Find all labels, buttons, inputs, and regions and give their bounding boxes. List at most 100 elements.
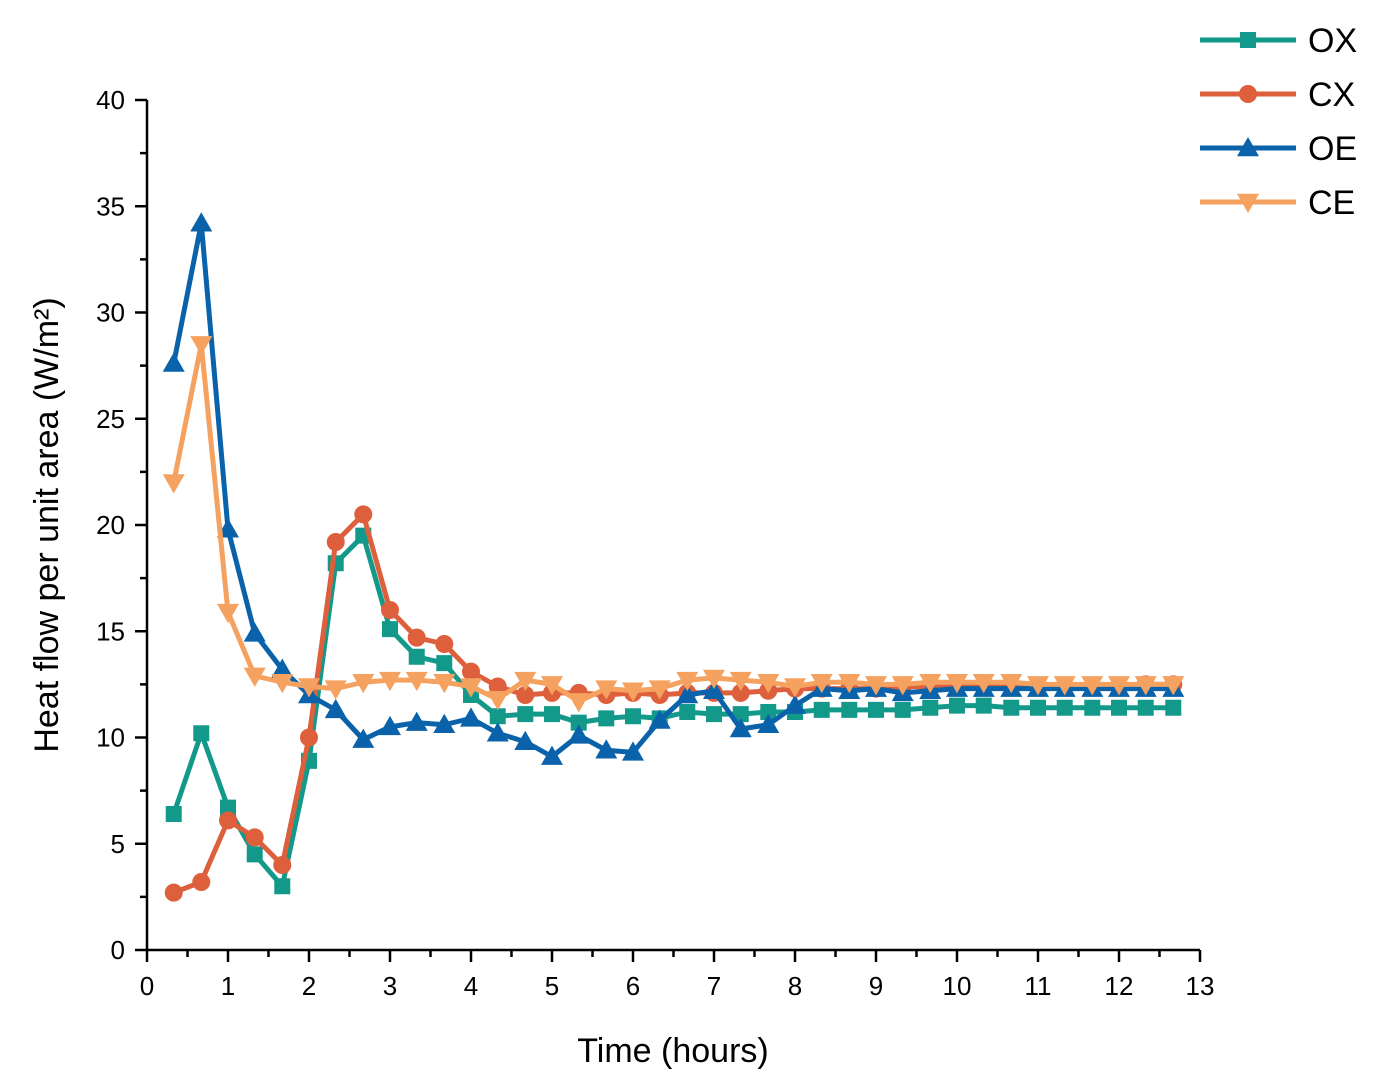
- y-tick-label: 15: [96, 616, 125, 646]
- series-ox-point: [1030, 699, 1046, 716]
- series-ce-point: [784, 678, 806, 698]
- legend-label: CX: [1308, 76, 1355, 114]
- series-cx-point: [300, 728, 318, 747]
- series-ce-point: [1027, 676, 1049, 696]
- series-ce-point: [1162, 676, 1185, 696]
- series-ox-point: [894, 701, 911, 718]
- series-ce-point: [838, 674, 861, 694]
- series-ce-point: [757, 674, 780, 694]
- series-ox-point: [813, 701, 830, 718]
- series-ox-point: [570, 714, 587, 731]
- y-tick-label: 20: [96, 510, 125, 540]
- series-ox-point: [949, 697, 965, 714]
- series-ce-point: [1053, 676, 1076, 696]
- series-ce-point: [298, 678, 320, 698]
- legend-label: CE: [1308, 184, 1355, 222]
- series-cx-point: [381, 601, 399, 619]
- series-ox-point: [706, 706, 722, 723]
- x-tick-label: 12: [1105, 971, 1134, 1001]
- series-cx-point: [273, 856, 292, 874]
- legend-entry-ox: OX: [1200, 22, 1357, 60]
- series-ce-point: [162, 474, 185, 494]
- series-ce-point: [972, 674, 995, 694]
- series-ce-point: [648, 680, 671, 700]
- series-oe-point: [703, 679, 725, 699]
- y-tick-label: 25: [96, 404, 125, 434]
- series-ce-point: [243, 667, 266, 687]
- series-ox-point: [1137, 699, 1154, 716]
- series-oe-point: [324, 698, 347, 719]
- x-tick-label: 2: [302, 971, 316, 1001]
- y-tick-label: 10: [96, 723, 125, 753]
- series-ox-point: [841, 701, 858, 718]
- series-ox-point: [193, 725, 210, 742]
- series-ce-point: [891, 676, 914, 696]
- series-ce-point: [1134, 676, 1157, 696]
- x-tick-label: 5: [545, 971, 559, 1001]
- series-ox-point: [1003, 699, 1020, 716]
- series-cx-point: [407, 628, 426, 647]
- series-cx-point: [326, 533, 345, 551]
- series-layer: [162, 212, 1185, 902]
- series-ce-point: [729, 671, 752, 692]
- series-ce-point: [567, 693, 590, 713]
- series-ox-point: [732, 706, 749, 723]
- series-ce-point: [810, 674, 833, 694]
- legend-label: OE: [1308, 130, 1357, 168]
- series-oe-point: [486, 722, 509, 742]
- series-cx-point: [462, 662, 480, 681]
- series-ox-point: [517, 706, 534, 723]
- series-ox-point: [544, 706, 560, 723]
- series-ce: [162, 336, 1185, 713]
- series-ox-point: [165, 806, 182, 822]
- series-oe-point: [162, 352, 185, 372]
- series-ox-point: [625, 708, 641, 725]
- x-tick-label: 9: [869, 971, 883, 1001]
- series-ce-point: [946, 674, 968, 694]
- series-ox-point: [436, 655, 453, 672]
- legend-marker: [1237, 137, 1259, 157]
- series-oe-point: [676, 684, 699, 704]
- series-ce-point: [541, 676, 563, 696]
- legend-entry-cx: CX: [1200, 76, 1355, 114]
- series-oe-point: [352, 728, 375, 748]
- series-oe-point: [514, 730, 537, 750]
- series-ox-point: [760, 704, 777, 720]
- series-ox-point: [598, 710, 615, 727]
- x-tick-label: 7: [707, 971, 721, 1001]
- series-ce-point: [405, 671, 428, 692]
- legend-label: OX: [1308, 22, 1357, 60]
- x-tick-label: 8: [788, 971, 802, 1001]
- x-tick-label: 0: [140, 971, 154, 1001]
- y-tick-label: 35: [96, 191, 125, 221]
- series-ce-point: [1081, 676, 1104, 696]
- series-ce-point: [217, 603, 239, 624]
- series-oe-point: [784, 694, 806, 714]
- series-ce-point: [622, 682, 644, 702]
- series-ox-point: [246, 846, 263, 863]
- legend-marker: [1240, 32, 1256, 48]
- series-ce-point: [379, 671, 401, 692]
- series-ox-point: [1056, 699, 1073, 716]
- y-tick-label: 5: [111, 829, 125, 859]
- series-oe-point: [541, 745, 563, 765]
- series-ce-point: [271, 674, 294, 694]
- series-ce-point: [865, 676, 887, 696]
- series-oe-point: [460, 707, 482, 727]
- series-ce-point: [190, 336, 213, 356]
- series-cx-point: [731, 683, 750, 702]
- series-cx-point: [219, 811, 237, 830]
- x-tick-label: 4: [464, 971, 478, 1001]
- series-ox-point: [868, 701, 884, 718]
- series-ox-point: [220, 799, 236, 816]
- series-ox-point: [679, 704, 696, 720]
- series-ox-point: [975, 697, 992, 714]
- series-oe-point: [729, 718, 752, 738]
- series-oe-point: [243, 622, 266, 642]
- series-ox-point: [489, 708, 506, 725]
- series-ox-point: [408, 648, 425, 665]
- series-oe-point: [190, 212, 213, 232]
- y-tick-label: 40: [96, 85, 125, 115]
- series-ce-point: [324, 680, 347, 700]
